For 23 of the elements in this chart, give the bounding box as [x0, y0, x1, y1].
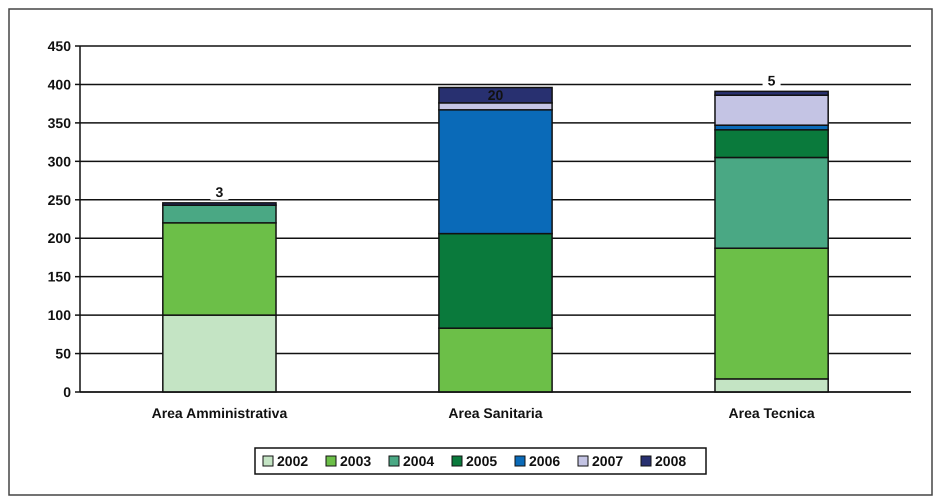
y-tick-label: 400 [48, 76, 72, 92]
legend-label: 2006 [529, 453, 560, 469]
data-label: 20 [488, 87, 504, 104]
legend-label: 2007 [592, 453, 624, 469]
data-label: 5 [768, 72, 776, 88]
legend-label: 2004 [403, 453, 434, 469]
y-tick-label: 100 [48, 307, 72, 324]
y-tick-label: 450 [48, 38, 72, 54]
y-tick-label: 200 [48, 230, 72, 246]
legend-label: 2008 [655, 453, 686, 469]
data-label: 3 [216, 184, 224, 200]
y-tick-label: 300 [48, 153, 72, 170]
y-tick-label: 50 [55, 346, 72, 362]
legend-label: 2005 [466, 453, 498, 469]
y-tick-label: 0 [63, 384, 72, 400]
y-tick-label: 250 [48, 192, 72, 208]
y-tick-label: 350 [48, 114, 72, 131]
x-tick-label: Area Sanitaria [448, 405, 543, 421]
y-tick-label: 150 [48, 268, 72, 285]
x-tick-label: Area Amministrativa [152, 405, 288, 421]
legend-label: 2002 [277, 453, 308, 469]
legend-label: 2003 [340, 453, 372, 469]
x-tick-label: Area Tecnica [728, 405, 815, 421]
